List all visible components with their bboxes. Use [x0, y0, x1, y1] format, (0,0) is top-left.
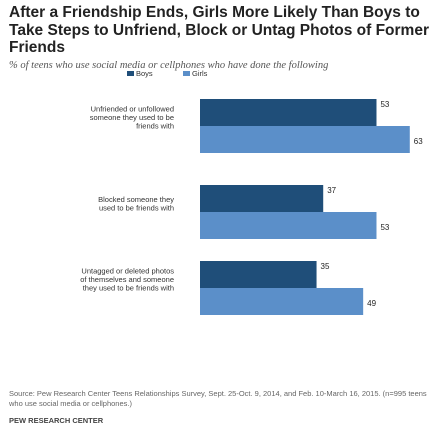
value-label-girls-3: 49: [367, 299, 376, 308]
category-label-2-line-1: Blocked someone they: [98, 195, 174, 204]
bar-girls-3: [200, 288, 364, 315]
category-label-3-line-2: of themselves and someone: [80, 275, 174, 284]
bar-boys-2: [200, 185, 324, 212]
bar-boys-1: [200, 99, 377, 126]
bar-girls-1: [200, 126, 410, 153]
org-credit: PEW RESEARCH CENTER: [9, 416, 104, 425]
bar-boys-3: [200, 261, 317, 288]
legend-label-boys: Boys: [136, 69, 153, 78]
bar-girls-2: [200, 212, 377, 239]
source-note: Source: Pew Research Center Teens Relati…: [9, 389, 427, 408]
chart-subtitle: % of teens who use social media or cellp…: [9, 60, 329, 71]
value-label-boys-3: 35: [321, 262, 330, 271]
category-label-1-line-1: Unfriended or unfollowed: [91, 105, 174, 114]
category-label-1-line-2: someone they used to be: [90, 113, 174, 122]
category-label-3-line-1: Untagged or deleted photos: [81, 267, 174, 276]
legend-label-girls: Girls: [192, 69, 208, 78]
category-label-1-line-3: friends with: [136, 122, 174, 131]
value-label-boys-1: 53: [380, 100, 389, 109]
chart-title: After a Friendship Ends, Girls More Like…: [9, 4, 429, 56]
legend-swatch-girls: [183, 71, 190, 76]
value-label-girls-1: 63: [414, 137, 423, 146]
category-label-3-line-3: they used to be friends with: [83, 284, 174, 293]
legend-swatch-boys: [127, 71, 134, 76]
value-label-girls-2: 53: [380, 223, 389, 232]
category-label-2-line-2: used to be friends with: [99, 203, 174, 212]
value-label-boys-2: 37: [327, 186, 336, 195]
